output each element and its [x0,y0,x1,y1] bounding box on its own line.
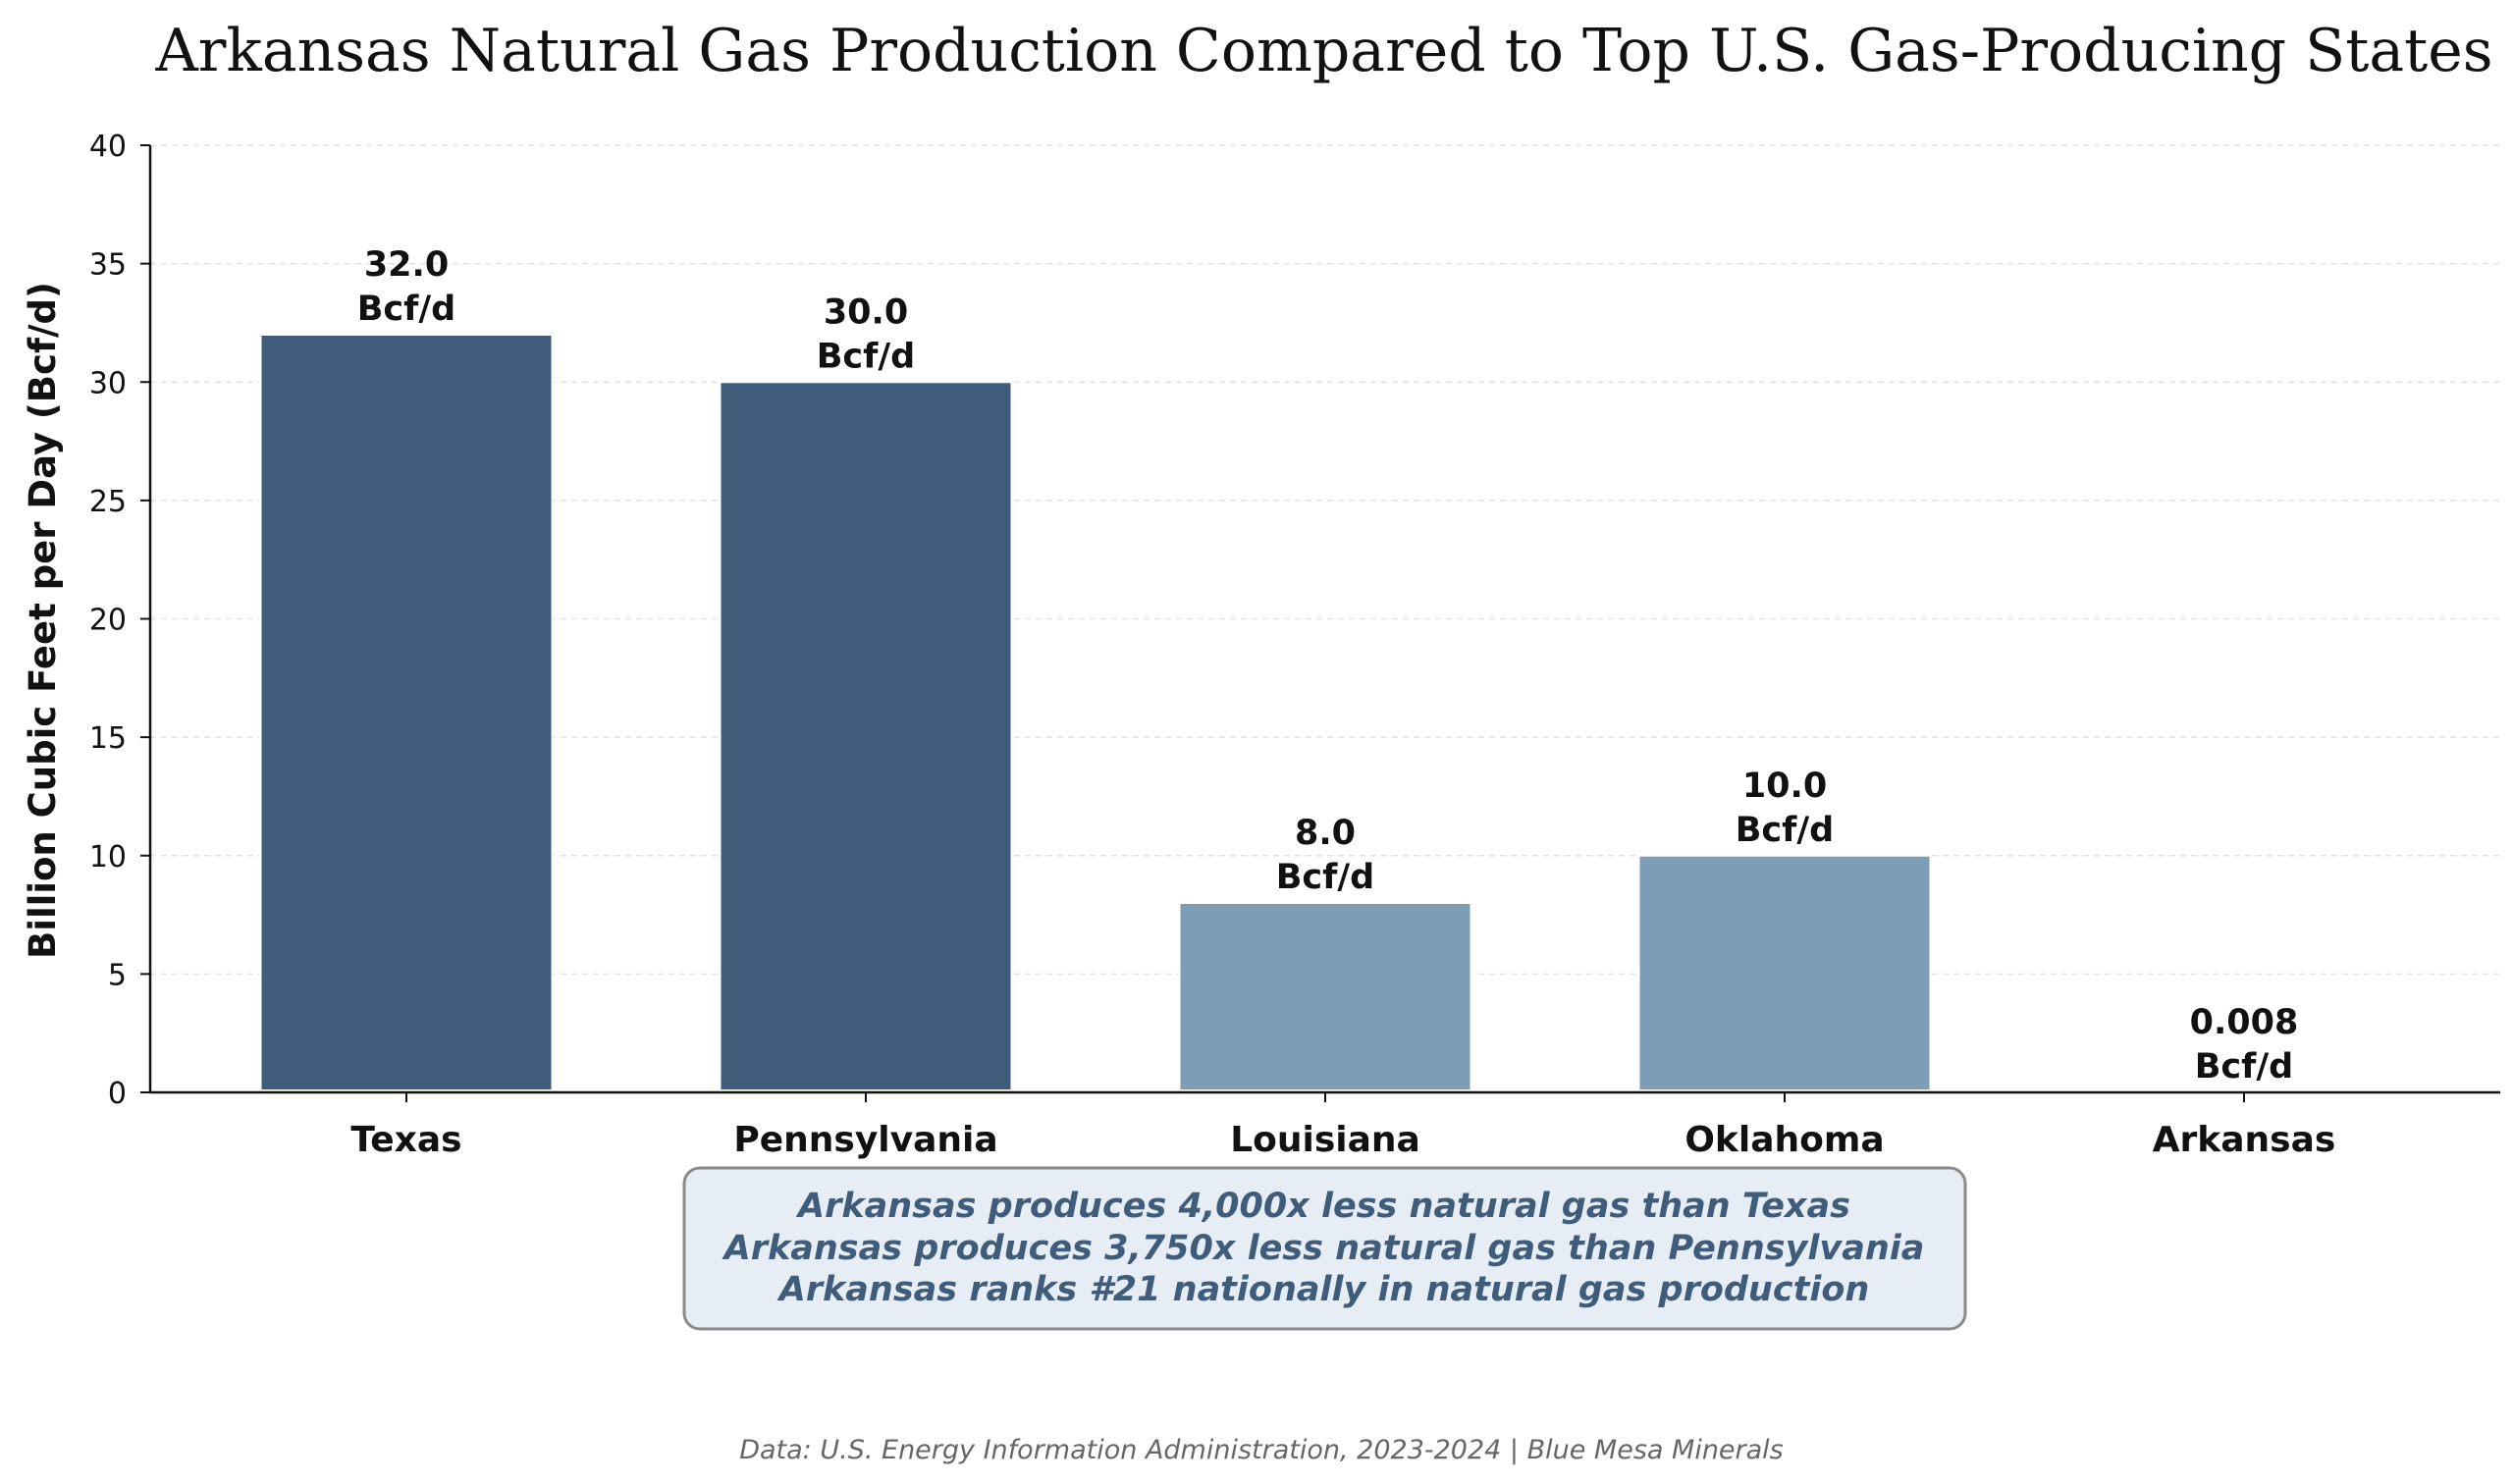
x-tick-label: Pennsylvania [733,1120,997,1160]
y-tick-label: 5 [108,958,127,992]
y-tick-label: 25 [89,485,127,519]
x-tick-label: Oklahoma [1684,1120,1884,1160]
annotation-box: Arkansas produces 4,000x less natural ga… [682,1166,1967,1331]
value-label: 10.0 [1742,767,1827,806]
x-tick-label: Arkansas [2153,1120,2336,1160]
y-tick-label: 0 [108,1077,127,1111]
y-tick-label: 30 [89,366,127,400]
bar-pennsylvania [719,381,1013,1091]
bar-louisiana [1178,902,1472,1091]
unit-label: Bcf/d [1276,858,1375,897]
y-axis-label: Billion Cubic Feet per Day (Bcf/d) [22,282,64,959]
y-tick-label: 10 [89,840,127,874]
value-label: 32.0 [364,245,449,285]
x-tick-label: Louisiana [1230,1120,1420,1160]
annotation-line: Arkansas ranks #21 nationally in natural… [776,1270,1870,1309]
y-tick-label: 15 [89,721,127,756]
value-label: 30.0 [824,292,908,332]
value-label: 0.008 [2190,1003,2299,1042]
x-ticks: Texas Pennsylvania Louisiana Oklahoma Arkans… [350,1092,2335,1160]
bars [259,334,1932,1091]
value-label: 8.0 [1295,814,1356,853]
annotation-line: Arkansas produces 3,750x less natural ga… [722,1229,1925,1268]
y-ticks: 0 5 10 15 20 25 30 35 40 [89,130,150,1111]
unit-label: Bcf/d [817,337,916,376]
chart-title: Arkansas Natural Gas Production Compared… [154,17,2492,85]
x-tick-label: Texas [350,1120,461,1160]
value-labels: 32.0 Bcf/d 30.0 Bcf/d 8.0 Bcf/d 10.0 Bcf/d 0.008… [357,245,2299,1086]
footer-source: Data: U.S. Energy Information Administra… [739,1435,1784,1465]
bar-texas [259,334,554,1091]
y-tick-label: 35 [89,248,127,283]
y-tick-label: 40 [89,130,127,164]
unit-label: Bcf/d [357,290,456,329]
bar-oklahoma [1637,854,1932,1091]
annotation-line: Arkansas produces 4,000x less natural ga… [795,1187,1850,1226]
unit-label: Bcf/d [1736,811,1835,850]
unit-label: Bcf/d [2195,1047,2294,1086]
y-tick-label: 20 [89,604,127,638]
